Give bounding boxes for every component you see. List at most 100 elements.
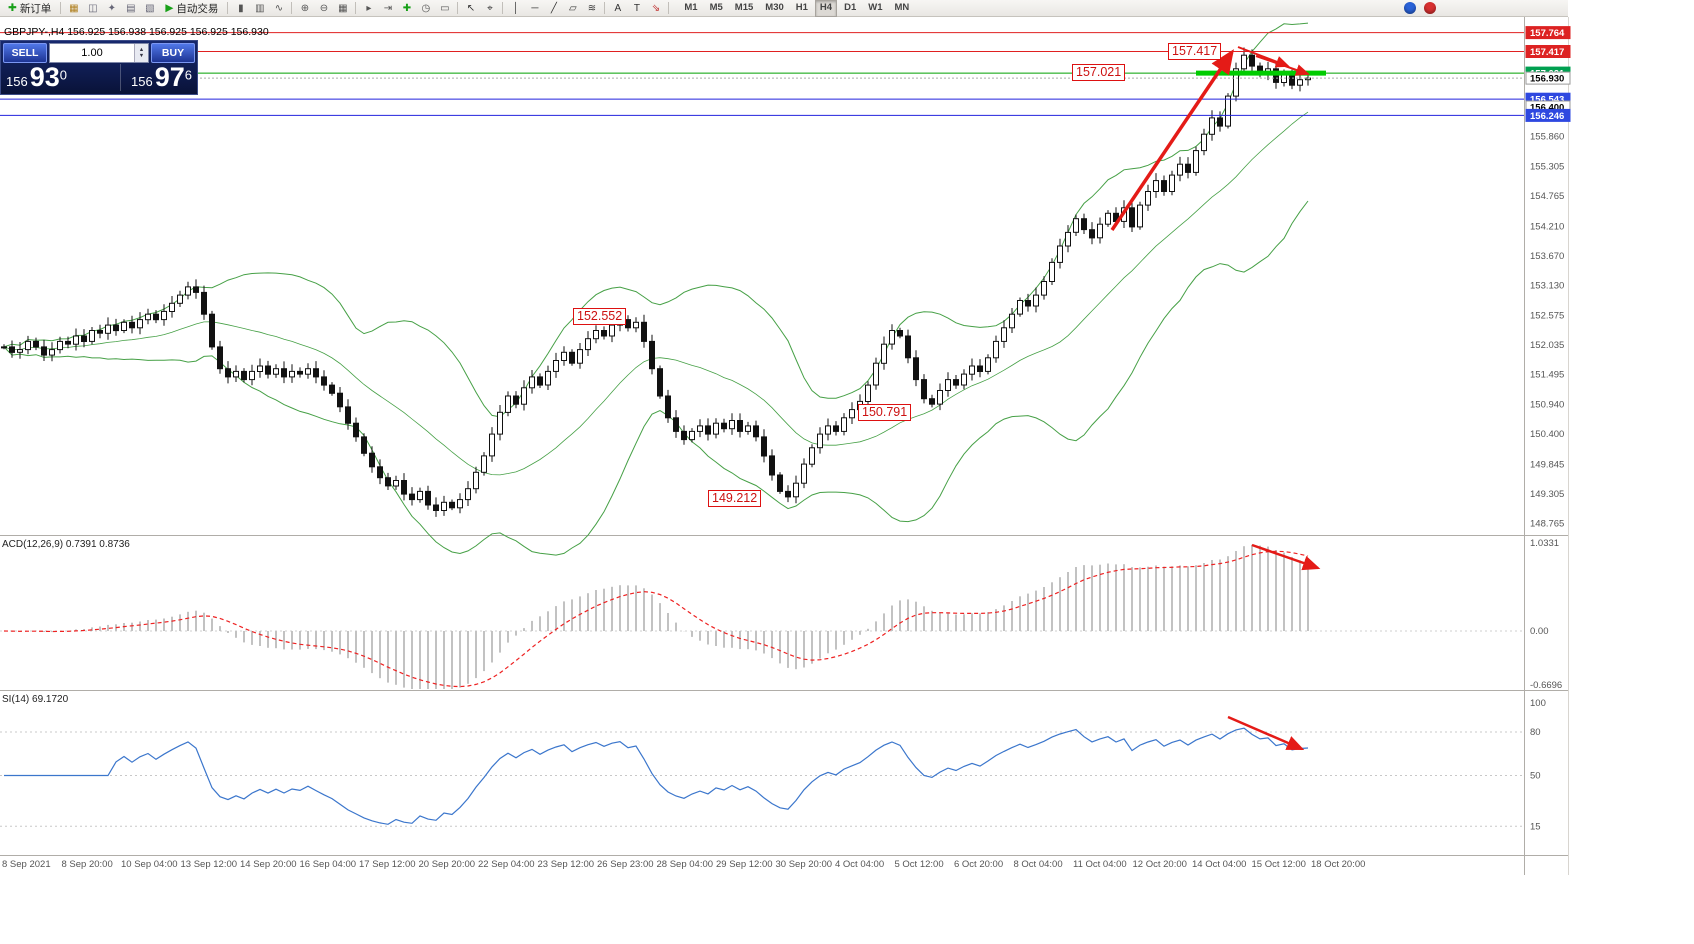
svg-text:15 Oct 12:00: 15 Oct 12:00 bbox=[1252, 859, 1306, 870]
market-watch-icon[interactable]: ▦ bbox=[69, 2, 79, 14]
timeframe-m1[interactable]: M1 bbox=[684, 1, 698, 13]
timeframe-w1[interactable]: W1 bbox=[868, 1, 883, 13]
svg-text:14 Sep 20:00: 14 Sep 20:00 bbox=[240, 859, 297, 870]
svg-text:150.400: 150.400 bbox=[1530, 429, 1564, 440]
svg-text:6 Oct 20:00: 6 Oct 20:00 bbox=[954, 859, 1003, 870]
arrows-icon[interactable]: ⇘ bbox=[651, 2, 661, 14]
price-annotation[interactable]: 152.552 bbox=[573, 308, 627, 325]
svg-text:0.00: 0.00 bbox=[1530, 626, 1549, 637]
timeframe-h4[interactable]: H4 bbox=[814, 0, 838, 17]
svg-text:12 Oct 20:00: 12 Oct 20:00 bbox=[1133, 859, 1187, 870]
price-annotation[interactable]: 157.021 bbox=[1072, 64, 1126, 81]
svg-text:156.930: 156.930 bbox=[1530, 74, 1564, 85]
indicators-icon[interactable]: ✚ bbox=[402, 2, 412, 14]
svg-text:154.210: 154.210 bbox=[1530, 221, 1564, 232]
sell-price-group: 156 bbox=[6, 74, 28, 89]
svg-text:149.845: 149.845 bbox=[1530, 459, 1564, 470]
auto-scroll-icon[interactable]: ▸ bbox=[366, 2, 372, 14]
svg-text:14 Oct 04:00: 14 Oct 04:00 bbox=[1192, 859, 1246, 870]
line-chart-icon[interactable]: ∿ bbox=[274, 2, 284, 14]
bar-chart-icon[interactable]: ▥ bbox=[255, 2, 265, 14]
price-annotation[interactable]: 149.212 bbox=[708, 490, 762, 507]
rsi-label: SI(14) 69.1720 bbox=[2, 694, 69, 705]
trend-arrows[interactable] bbox=[1110, 46, 1321, 751]
macd-panel: 1.0331 0.00 -0.6696 bbox=[0, 538, 1562, 691]
chart-shift-icon[interactable]: ⇥ bbox=[383, 2, 393, 14]
price-annotation[interactable]: 150.791 bbox=[858, 404, 912, 421]
cursor-icon[interactable]: ↖ bbox=[466, 2, 476, 14]
notifications-icon[interactable] bbox=[1424, 2, 1436, 14]
fibonacci-icon[interactable]: ≋ bbox=[587, 2, 597, 14]
svg-text:22 Sep 04:00: 22 Sep 04:00 bbox=[478, 859, 535, 870]
horizontal-line-icon[interactable]: ─ bbox=[531, 2, 539, 14]
toolbar-separator bbox=[668, 2, 670, 14]
crosshair-icon[interactable]: ⌖ bbox=[487, 2, 493, 14]
new-order-button[interactable]: ✚ 新订单 bbox=[2, 0, 57, 17]
timeframe-d1[interactable]: D1 bbox=[844, 1, 857, 13]
timeframe-m30[interactable]: M30 bbox=[765, 1, 784, 13]
terminal-icon[interactable]: ▤ bbox=[126, 2, 136, 14]
lot-size-field: ▲ ▼ bbox=[49, 43, 149, 63]
rsi-arrow[interactable] bbox=[1227, 715, 1305, 751]
templates-icon[interactable]: ▭ bbox=[440, 2, 450, 14]
svg-text:150.940: 150.940 bbox=[1530, 400, 1564, 411]
price-scale[interactable]: 155.860 155.305 154.765 154.210 153.670 153.1… bbox=[1525, 26, 1571, 530]
svg-text:154.765: 154.765 bbox=[1530, 191, 1564, 202]
toolbar-separator bbox=[502, 2, 504, 14]
timeframe-h1[interactable]: H1 bbox=[795, 1, 808, 13]
buy-price-group: 156 bbox=[131, 74, 153, 89]
community-icon[interactable] bbox=[1404, 2, 1416, 14]
toolbar-separator bbox=[604, 2, 606, 14]
auto-trading-button[interactable]: ▶ 自动交易 bbox=[159, 0, 224, 17]
new-order-button-label: 新订单 bbox=[19, 2, 52, 15]
svg-text:28 Sep 04:00: 28 Sep 04:00 bbox=[657, 859, 714, 870]
svg-text:152.575: 152.575 bbox=[1530, 311, 1564, 322]
bollinger-bands bbox=[3, 22, 1309, 556]
equidistant-channel-icon[interactable]: ▱ bbox=[569, 2, 577, 14]
svg-text:5 Oct 12:00: 5 Oct 12:00 bbox=[895, 859, 944, 870]
vertical-line-icon[interactable]: │ bbox=[512, 2, 520, 14]
buy-button[interactable]: BUY bbox=[151, 43, 195, 63]
reversal-arrow-2[interactable] bbox=[1255, 55, 1310, 76]
stepper-up-icon[interactable]: ▲ bbox=[138, 47, 145, 53]
trend-arrow-up[interactable] bbox=[1110, 49, 1234, 231]
strategy-tester-icon[interactable]: ▧ bbox=[145, 2, 155, 14]
timeframe-mn[interactable]: MN bbox=[894, 1, 910, 13]
timeframe-m15[interactable]: M15 bbox=[734, 1, 754, 13]
stepper-down-icon[interactable]: ▼ bbox=[138, 53, 145, 59]
candlestick-chart-icon[interactable]: ▮ bbox=[238, 2, 244, 14]
text-label-icon[interactable]: T bbox=[633, 2, 640, 14]
price-annotation[interactable]: 157.417 bbox=[1168, 43, 1222, 60]
svg-text:8 Sep 20:00: 8 Sep 20:00 bbox=[62, 859, 113, 870]
zoom-out-icon[interactable]: ⊖ bbox=[319, 2, 329, 14]
toolbar-separator bbox=[291, 2, 293, 14]
svg-text:157.417: 157.417 bbox=[1530, 47, 1564, 58]
svg-text:157.764: 157.764 bbox=[1530, 28, 1565, 39]
tile-windows-icon[interactable]: ▦ bbox=[338, 2, 348, 14]
sell-price-sup: 0 bbox=[59, 67, 67, 83]
horizontal-lines[interactable] bbox=[0, 32, 1524, 116]
sell-button[interactable]: SELL bbox=[3, 43, 47, 63]
svg-text:156.543: 156.543 bbox=[1530, 95, 1564, 106]
svg-text:26 Sep 23:00: 26 Sep 23:00 bbox=[597, 859, 654, 870]
reversal-arrow-1[interactable] bbox=[1237, 46, 1290, 68]
periods-icon[interactable]: ◷ bbox=[421, 2, 431, 14]
text-icon[interactable]: A bbox=[614, 2, 622, 14]
data-window-icon[interactable]: ◫ bbox=[88, 2, 98, 14]
buy-price-sup: 6 bbox=[184, 67, 192, 83]
macd-arrow[interactable] bbox=[1251, 543, 1321, 571]
svg-text:15: 15 bbox=[1530, 821, 1541, 832]
navigator-icon[interactable]: ✦ bbox=[107, 2, 116, 14]
lot-stepper[interactable]: ▲ ▼ bbox=[134, 44, 148, 62]
lot-size-input[interactable] bbox=[50, 44, 134, 62]
svg-text:4 Oct 04:00: 4 Oct 04:00 bbox=[835, 859, 884, 870]
svg-text:156.246: 156.246 bbox=[1530, 111, 1564, 122]
svg-text:80: 80 bbox=[1530, 727, 1541, 738]
svg-text:20 Sep 20:00: 20 Sep 20:00 bbox=[419, 859, 476, 870]
trendline-icon[interactable]: ╱ bbox=[550, 2, 557, 14]
timeframe-m5[interactable]: M5 bbox=[709, 1, 723, 13]
svg-text:11 Oct 04:00: 11 Oct 04:00 bbox=[1073, 859, 1127, 870]
zoom-in-icon[interactable]: ⊕ bbox=[300, 2, 310, 14]
time-axis[interactable]: 8 Sep 2021 8 Sep 20:00 10 Sep 04:00 13 Sep … bbox=[2, 859, 1365, 870]
